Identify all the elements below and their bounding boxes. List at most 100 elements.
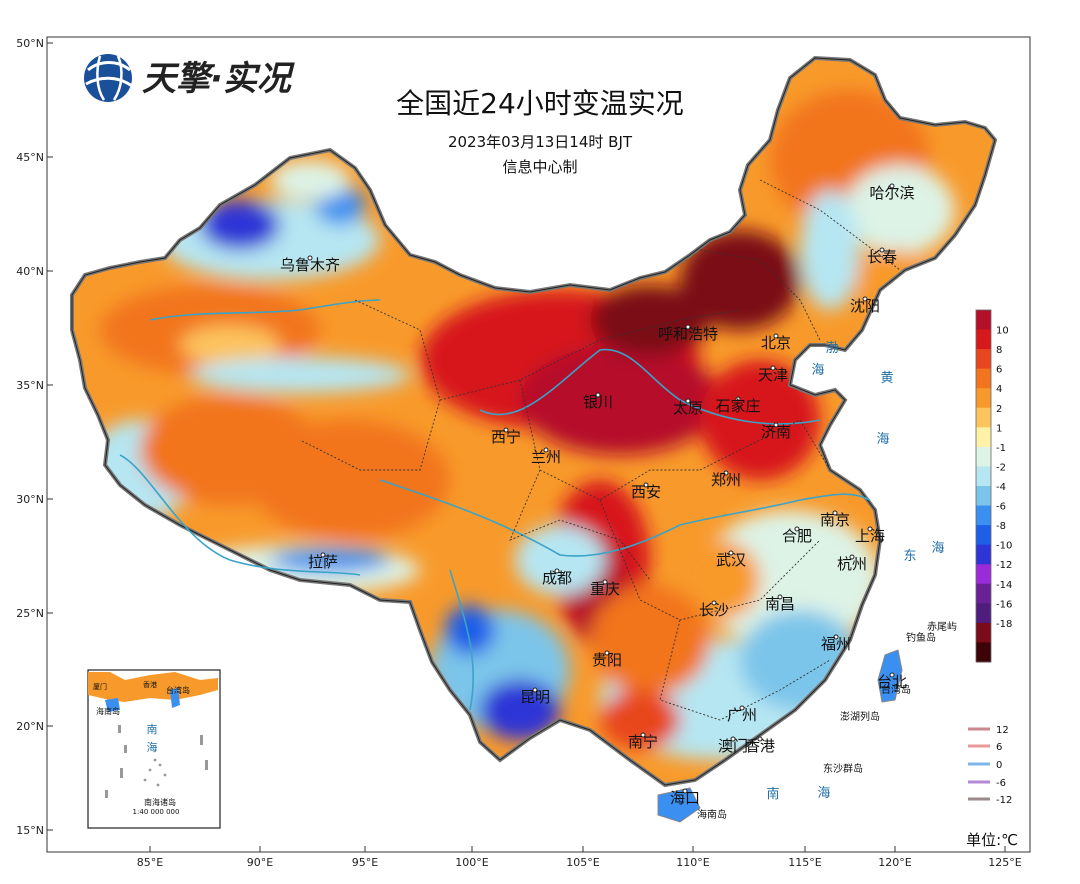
city-label: 福州 <box>821 635 851 653</box>
sea-labels: 渤海黄海东海南海 <box>766 340 944 802</box>
contour-label: 6 <box>996 742 1002 753</box>
legend-label: 10 <box>996 326 1009 337</box>
city-marker <box>739 705 745 711</box>
city-marker <box>849 554 855 560</box>
contour-label: -6 <box>996 778 1006 789</box>
legend-swatch <box>976 642 991 663</box>
lon-label: 95°E <box>352 856 378 869</box>
city-label: 石家庄 <box>715 397 760 415</box>
sea-label: 海 <box>931 541 944 556</box>
legend-label: -14 <box>996 580 1012 591</box>
legend-swatch <box>976 446 991 467</box>
lon-label: 90°E <box>247 856 273 869</box>
city-label: 澳门 <box>718 737 748 755</box>
city-label: 乌鲁木齐 <box>280 256 340 274</box>
legend-swatch <box>976 388 991 409</box>
legend-swatch <box>976 466 991 487</box>
city-marker <box>832 510 838 516</box>
map-producer: 信息中心制 <box>502 158 577 176</box>
longitude-axis: 85°E 90°E 95°E 100°E 105°E 110°E 115°E 120°E 125… <box>137 846 1022 869</box>
sea-label: 东 <box>903 549 916 564</box>
legend-label: 2 <box>996 404 1002 415</box>
sea-label: 南 <box>766 786 779 802</box>
city-marker <box>867 526 873 532</box>
city-marker <box>532 687 538 693</box>
city-marker <box>889 183 895 189</box>
inset-label: 南 <box>147 723 158 736</box>
city-marker <box>735 396 741 402</box>
inset-label: 1:40 000 000 <box>133 808 180 816</box>
legend-label: 4 <box>996 384 1002 395</box>
legend-swatch <box>976 603 991 624</box>
lat-label: 35°N <box>16 379 44 392</box>
city-marker <box>757 736 763 742</box>
city-label: 广州 <box>727 706 757 724</box>
legend-label: -12 <box>996 560 1012 571</box>
legend-swatch <box>976 583 991 604</box>
city-label: 长沙 <box>699 601 729 619</box>
lon-label: 85°E <box>137 856 163 869</box>
city-marker <box>730 736 736 742</box>
city-label: 银川 <box>583 393 613 411</box>
city-marker <box>711 600 717 606</box>
legend-label: -8 <box>996 521 1006 532</box>
legend-label: 8 <box>996 345 1002 356</box>
legend-label: -4 <box>996 482 1006 493</box>
island-label: 海南岛 <box>697 808 727 821</box>
lon-label: 120°E <box>878 856 911 869</box>
city-marker <box>543 447 549 453</box>
inset-label: 海 <box>147 740 158 754</box>
sea-label: 黄 <box>880 371 893 386</box>
unit-label: 单位:℃ <box>966 831 1018 849</box>
color-legend: 10 8 6 4 2 1 -1 -2 -4 -6 -8 -10 -12 -14 -16 -18 <box>975 309 1012 663</box>
contour-label: 0 <box>996 760 1002 771</box>
legend-swatch <box>976 505 991 526</box>
city-label: 拉萨 <box>308 553 338 571</box>
legend-swatch <box>976 310 991 331</box>
city-label: 海口 <box>670 789 700 807</box>
legend-label: -1 <box>996 443 1006 454</box>
sea-label: 海 <box>811 363 824 378</box>
city-label: 南宁 <box>628 733 658 751</box>
city-label: 哈尔滨 <box>869 184 914 202</box>
map-title: 全国近24小时变温实况 <box>396 87 684 120</box>
lon-label: 105°E <box>566 856 599 869</box>
lat-label: 20°N <box>16 720 44 733</box>
city-marker <box>770 365 776 371</box>
city-label: 杭州 <box>837 555 867 573</box>
city-marker <box>320 552 326 558</box>
lat-label: 40°N <box>16 265 44 278</box>
legend-label: -16 <box>996 599 1012 610</box>
city-label: 南京 <box>820 511 850 529</box>
island-label: 东沙群岛 <box>823 762 863 775</box>
city-label: 香港 <box>745 737 775 755</box>
city-label: 长春 <box>867 248 897 266</box>
city-label: 郑州 <box>711 471 741 489</box>
city-marker <box>307 255 313 261</box>
city-label: 北京 <box>761 334 791 352</box>
city-marker <box>602 579 608 585</box>
lat-label: 30°N <box>16 493 44 506</box>
sea-label: 渤 <box>825 340 838 356</box>
legend-swatch <box>976 564 991 585</box>
city-marker <box>643 482 649 488</box>
legend-swatch <box>976 368 991 389</box>
map-datetime: 2023年03月13日14时 BJT <box>448 133 633 151</box>
city-marker <box>777 594 783 600</box>
island-label: 赤尾屿 <box>927 621 957 633</box>
legend-swatch <box>976 329 991 350</box>
rivers <box>119 299 871 711</box>
logo-text: 天擎·实况 <box>142 59 295 99</box>
city-marker <box>879 247 885 253</box>
legend-swatch <box>976 349 991 370</box>
city-label: 武汉 <box>716 551 746 569</box>
inset-label: 厦门 <box>93 682 107 691</box>
city-label: 呼和浩特 <box>658 325 718 343</box>
city-label: 兰州 <box>531 448 561 466</box>
city-label: 昆明 <box>520 688 550 706</box>
city-marker <box>554 568 560 574</box>
city-marker <box>889 672 895 678</box>
